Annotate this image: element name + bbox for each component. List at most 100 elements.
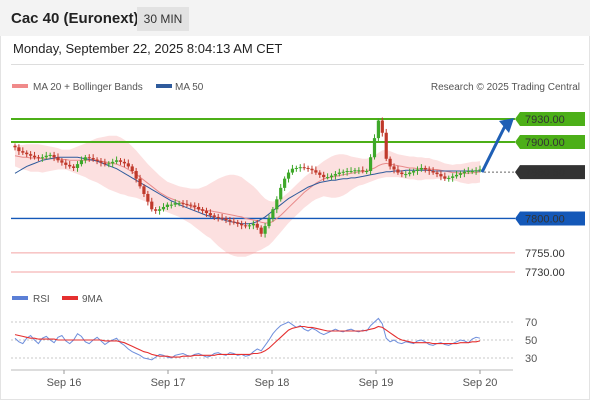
candle-body — [91, 158, 95, 160]
candle-body — [275, 199, 279, 210]
timeframe-badge[interactable]: 30 MIN — [137, 7, 189, 31]
candle-body — [408, 172, 412, 175]
candle-body — [333, 174, 338, 176]
rsi-line — [14, 317, 481, 361]
candle-body — [470, 171, 474, 173]
candle-body — [329, 175, 334, 178]
candle-body — [294, 167, 298, 169]
candle-body — [404, 174, 408, 176]
credit-text: Research © 2025 Trading Central — [431, 82, 580, 93]
rsi-tick-30: 30 — [525, 353, 537, 365]
candle-body — [286, 172, 291, 179]
legend-ma50-swatch — [156, 84, 172, 88]
candle-body — [314, 170, 318, 173]
divider — [11, 64, 584, 65]
candle-body — [443, 176, 447, 179]
candle-body — [306, 167, 310, 169]
level-tag-7800.00 — [515, 211, 585, 226]
candle-body — [17, 147, 21, 152]
level-label-7755.00: 7755.00 — [525, 248, 565, 260]
candle-body — [138, 178, 142, 187]
candle-body — [107, 163, 111, 165]
candle-body — [345, 171, 349, 173]
candle-body — [197, 206, 201, 210]
candle-body — [462, 171, 466, 174]
candle-body — [255, 223, 259, 228]
x-tick-label: Sep 20 — [463, 377, 498, 389]
level-label-7730.00: 7730.00 — [525, 267, 565, 279]
candle-body — [177, 203, 181, 205]
candle-body — [48, 154, 52, 156]
candle-body — [150, 201, 154, 210]
rsi-tick-70: 70 — [525, 317, 537, 329]
candle-body — [349, 171, 353, 173]
forecast-arrow-head — [499, 118, 514, 133]
candle-body — [251, 223, 255, 226]
candle-body — [279, 187, 283, 200]
candle-body — [44, 155, 48, 158]
candle-body — [161, 206, 166, 210]
candle-body — [388, 158, 392, 167]
x-tick-label: Sep 18 — [255, 377, 290, 389]
level-tag-7900.00 — [515, 134, 585, 149]
candle-body — [435, 172, 439, 175]
candle-body — [36, 157, 41, 159]
candle-body — [189, 204, 193, 206]
legend-rsi-label: RSI — [33, 294, 50, 305]
candle-body — [95, 159, 99, 162]
legend-ma50-label: MA 50 — [175, 82, 204, 93]
legend-9ma-label: 9MA — [82, 294, 103, 305]
candle-body — [419, 167, 423, 170]
candle-body — [353, 170, 357, 172]
candle-body — [52, 154, 56, 158]
candle-body — [376, 120, 381, 139]
candle-body — [114, 160, 119, 162]
candle-body — [372, 138, 377, 158]
candle-body — [134, 171, 138, 179]
candle-body — [216, 216, 220, 218]
candle-body — [322, 174, 326, 178]
x-tick-label: Sep 19 — [359, 377, 394, 389]
candle-body — [454, 174, 459, 177]
candle-body — [72, 166, 76, 168]
candle-body — [271, 209, 275, 219]
legend-9ma-swatch — [62, 296, 78, 300]
candle-body — [415, 169, 420, 172]
candle-body — [29, 154, 33, 156]
level-label-7860.50: 7860.50 — [525, 167, 565, 179]
candle-body — [451, 176, 455, 178]
legend-rsi-swatch — [12, 296, 28, 300]
candle-body — [368, 157, 373, 172]
candle-body — [240, 223, 244, 226]
candle-body — [142, 186, 146, 194]
candle-body — [392, 166, 396, 170]
candle-body — [458, 173, 463, 175]
candle-body — [247, 225, 252, 227]
candle-body — [79, 160, 84, 165]
candle-body — [13, 145, 17, 148]
ma50-line — [14, 156, 480, 225]
candle-body — [326, 177, 330, 179]
candle-body — [400, 172, 404, 175]
candle-body — [384, 132, 388, 159]
candle-body — [357, 170, 361, 172]
candle-body — [130, 166, 134, 172]
legend-ma20-label: MA 20 + Bollinger Bands — [33, 82, 143, 93]
candle-body — [236, 222, 240, 224]
candle-body — [103, 162, 107, 165]
candle-body — [32, 155, 37, 158]
candle-body — [474, 170, 478, 172]
candle-body — [302, 167, 306, 169]
candle-body — [64, 162, 68, 165]
header-bar: Cac 40 (Euronext) 30 MIN — [0, 0, 590, 36]
instrument-title: Cac 40 (Euronext) — [11, 10, 139, 27]
candle-body — [361, 170, 365, 172]
candle-body — [75, 164, 80, 168]
candle-body — [439, 174, 443, 177]
candle-body — [193, 205, 197, 207]
price-plot: 7930.00 7900.00 7860.50 7800.00 7755.00 7730.… — [11, 112, 585, 279]
candle-body — [21, 151, 25, 153]
rsi-9ma-line — [14, 325, 481, 358]
candle-body — [259, 227, 263, 234]
